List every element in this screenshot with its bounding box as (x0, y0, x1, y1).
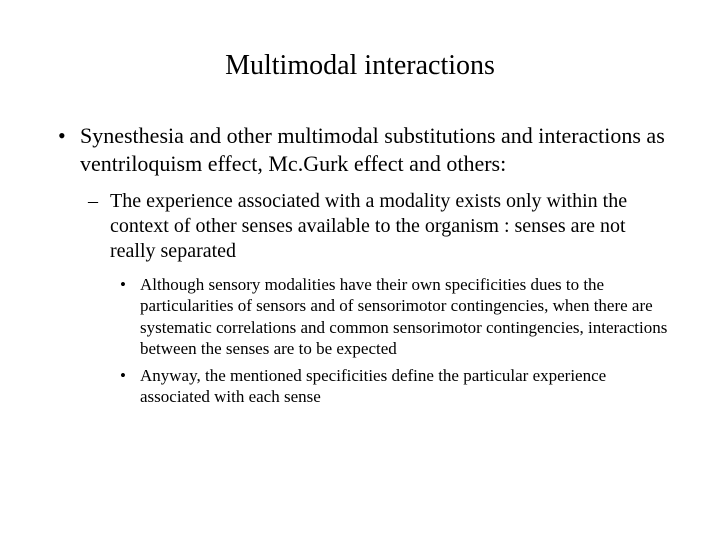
bullet-level3-item: Anyway, the mentioned specificities defi… (140, 365, 670, 408)
bullet-level2-text: The experience associated with a modalit… (110, 190, 627, 262)
bullet-level3-text: Although sensory modalities have their o… (140, 275, 667, 358)
bullet-level3-text: Anyway, the mentioned specificities defi… (140, 366, 606, 406)
bullet-level3-item: Although sensory modalities have their o… (140, 274, 670, 359)
bullet-list-level3: Although sensory modalities have their o… (110, 274, 670, 408)
bullet-level1-item: Synesthesia and other multimodal substit… (80, 122, 670, 408)
slide-title: Multimodal interactions (50, 50, 670, 82)
bullet-level2-item: The experience associated with a modalit… (110, 189, 670, 408)
bullet-list-level1: Synesthesia and other multimodal substit… (50, 122, 670, 408)
bullet-list-level2: The experience associated with a modalit… (80, 189, 670, 408)
bullet-level1-text: Synesthesia and other multimodal substit… (80, 123, 665, 176)
